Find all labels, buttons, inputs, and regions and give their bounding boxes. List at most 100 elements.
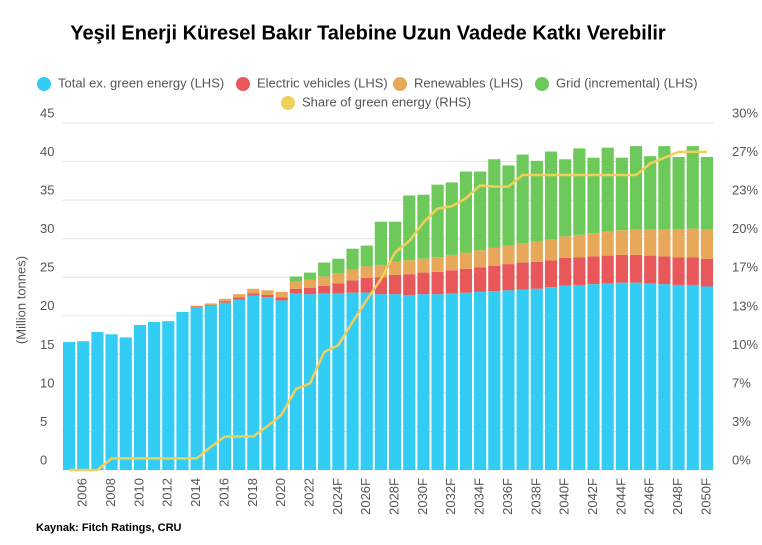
bar-segment <box>615 254 628 283</box>
y2-tick-label: 7% <box>732 375 751 390</box>
y-tick-label: 20 <box>40 298 54 313</box>
bar-segment <box>445 254 458 271</box>
y-tick-label: 10 <box>40 375 54 390</box>
y-tick-label: 30 <box>40 221 54 236</box>
bar-segment <box>700 229 713 259</box>
y2-tick-label: 13% <box>732 298 758 313</box>
y-tick-label: 35 <box>40 183 54 198</box>
bar-segment <box>275 297 288 301</box>
y2-tick-label: 10% <box>732 337 758 352</box>
legend-label: Total ex. green energy (LHS) <box>58 75 224 90</box>
bar-segment <box>289 288 302 294</box>
bar-segment <box>190 306 203 308</box>
bar-segment <box>474 267 487 292</box>
bar-segment <box>346 280 359 293</box>
legend-label: Share of green energy (RHS) <box>302 94 471 109</box>
bar-segment <box>544 287 558 470</box>
y2-tick-label: 30% <box>732 105 758 120</box>
bar-segment <box>686 284 699 470</box>
bar-segment <box>459 268 473 293</box>
bar-segment <box>488 291 501 470</box>
bar-segment <box>530 288 543 470</box>
bar-segment <box>587 284 600 470</box>
bar-segment <box>346 292 359 470</box>
x-tick-label: 2036F <box>500 478 515 515</box>
bar-segment <box>346 248 359 270</box>
bar-segment <box>686 146 699 229</box>
source-note: Kaynak: Fitch Ratings, CRU <box>36 522 182 534</box>
x-tick-label: 2010 <box>131 478 146 507</box>
bar-segment <box>261 294 274 298</box>
legend-marker <box>37 77 51 91</box>
bar-segment <box>289 281 302 289</box>
bar-segment <box>445 293 458 470</box>
bar-segment <box>360 266 373 278</box>
bar-segment <box>289 293 302 470</box>
bar-segment <box>587 233 600 257</box>
bar-segment <box>658 256 671 285</box>
bar-segment <box>502 290 515 470</box>
bar-segment <box>544 151 558 240</box>
x-tick-label: 2040F <box>557 478 572 515</box>
bar-segment <box>516 154 529 244</box>
bar-segment <box>544 260 558 288</box>
bar-segment <box>233 294 246 298</box>
bar-segment <box>672 156 685 230</box>
bar-segment <box>573 257 586 285</box>
bar-segment <box>190 307 203 470</box>
bar-segment <box>601 255 614 284</box>
y-tick-label: 25 <box>40 260 54 275</box>
bar-segment <box>318 293 331 470</box>
x-tick-label: 2020 <box>273 478 288 507</box>
x-tick-label: 2022 <box>301 478 316 507</box>
x-tick-label: 2046F <box>642 478 657 515</box>
bar-segment <box>204 304 217 306</box>
x-tick-label: 2018 <box>245 478 260 507</box>
bar-segment <box>559 159 572 237</box>
y2-tick-label: 3% <box>732 414 751 429</box>
bar-segment <box>403 260 416 275</box>
bar-segment <box>360 292 373 470</box>
bar-segment <box>530 160 543 242</box>
bar-segment <box>700 156 713 230</box>
x-tick-label: 2006 <box>75 478 90 507</box>
bar-segment <box>700 286 713 470</box>
bar-segment <box>77 341 90 470</box>
bar-segment <box>474 171 487 251</box>
bar-segment <box>403 195 416 261</box>
x-tick-label: 2032F <box>443 478 458 515</box>
bar-segment <box>233 297 246 300</box>
bar-segment <box>686 257 699 285</box>
bar-segment <box>261 297 274 470</box>
bar-segment <box>474 291 487 470</box>
bar-segment <box>629 282 643 470</box>
bar-segment <box>615 230 628 255</box>
bar-segment <box>530 241 543 262</box>
bar-segment <box>587 256 600 285</box>
y2-tick-label: 17% <box>732 260 758 275</box>
bar-segment <box>417 294 430 470</box>
bar-segment <box>601 283 614 470</box>
bar-segment <box>700 258 713 287</box>
bar-segment <box>502 165 515 246</box>
bar-segment <box>672 257 685 285</box>
bar-segment <box>559 257 572 286</box>
bar-segment <box>615 282 628 470</box>
bar-segment <box>658 229 671 257</box>
y-tick-label: 40 <box>40 144 54 159</box>
x-tick-label: 2044F <box>613 478 628 515</box>
y-tick-label: 45 <box>40 105 54 120</box>
x-tick-label: 2026F <box>358 478 373 515</box>
bar-segment <box>105 334 118 470</box>
bar-segment <box>162 321 175 470</box>
legend-label: Grid (incremental) (LHS) <box>556 75 698 90</box>
y-axis-label: (Million tonnes) <box>13 256 28 344</box>
bar-segment <box>431 257 444 272</box>
y2-tick-label: 27% <box>732 144 758 159</box>
bar-segment <box>204 305 217 470</box>
y2-tick-label: 23% <box>732 183 758 198</box>
bar-segment <box>573 234 586 258</box>
x-tick-label: 2030F <box>415 478 430 515</box>
x-tick-label: 2024F <box>330 478 345 515</box>
